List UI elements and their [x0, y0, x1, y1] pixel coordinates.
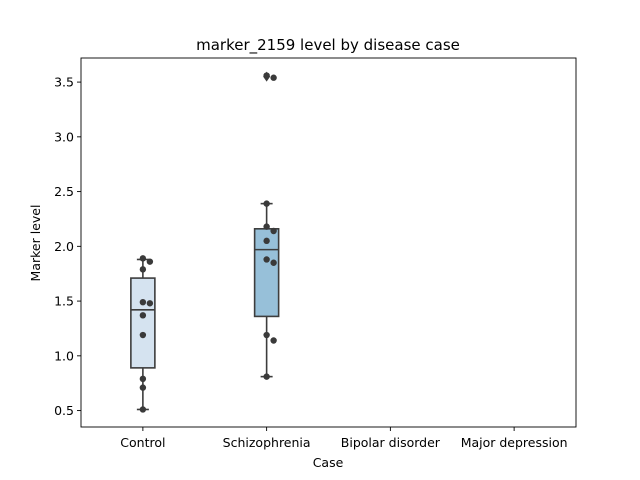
x-tick-label: Schizophrenia — [223, 435, 311, 450]
data-point — [263, 223, 270, 230]
data-point — [139, 255, 147, 262]
y-tick-label: 1.5 — [54, 294, 74, 309]
data-point — [263, 373, 270, 380]
data-point — [139, 406, 147, 413]
y-tick-label: 2.0 — [54, 239, 74, 254]
x-tick-label: Control — [120, 435, 165, 450]
chart-title: marker_2159 level by disease case — [196, 36, 460, 55]
data-point — [270, 227, 277, 235]
plot-area: 0.5 1.0 1.5 2.0 2.5 3.0 3.5 Control Schizophreni… — [54, 57, 577, 450]
plot-frame — [80, 57, 577, 428]
data-point — [263, 331, 270, 339]
data-point — [270, 337, 277, 344]
data-point — [263, 72, 270, 79]
data-point — [139, 312, 147, 319]
data-point — [263, 237, 270, 245]
data-point — [270, 74, 277, 81]
y-tick-label: 0.5 — [54, 403, 74, 418]
data-point — [263, 200, 270, 207]
data-point — [270, 259, 277, 266]
data-point — [139, 375, 147, 383]
data-point — [139, 384, 147, 391]
data-point — [146, 258, 154, 265]
data-point — [139, 266, 147, 273]
y-tick-label: 2.5 — [54, 184, 74, 199]
data-point — [139, 331, 147, 339]
data-point — [263, 256, 270, 263]
x-tick-label: Bipolar disorder — [341, 435, 441, 450]
x-tick-label: Major depression — [461, 435, 568, 450]
y-tick-label: 3.0 — [54, 129, 74, 144]
x-axis-label: Case — [313, 455, 344, 470]
y-tick-label: 3.5 — [54, 75, 74, 90]
data-point — [139, 298, 147, 306]
box-iqr — [130, 277, 156, 369]
data-point — [146, 300, 154, 307]
y-tick-label: 1.0 — [54, 348, 74, 363]
y-axis-label: Marker level — [28, 205, 43, 282]
